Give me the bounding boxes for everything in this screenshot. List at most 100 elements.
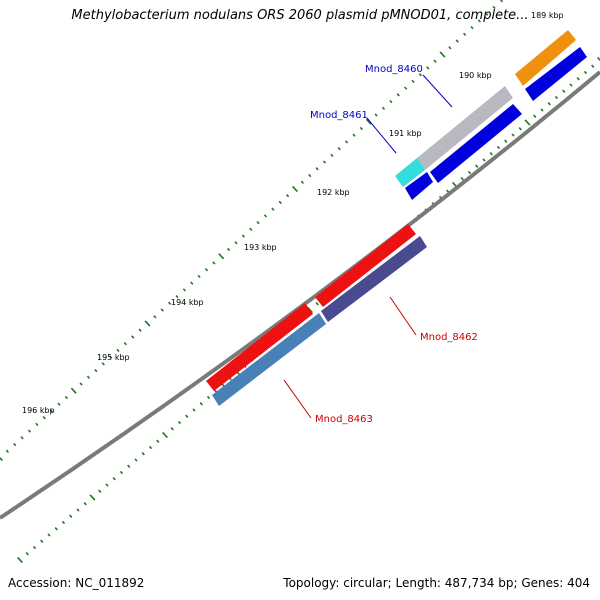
tick-mark xyxy=(554,95,559,100)
tick-mark xyxy=(175,294,179,299)
tick-mark xyxy=(482,158,486,162)
tick-mark xyxy=(591,64,595,68)
tick-mark xyxy=(308,173,312,178)
tick-mark xyxy=(576,77,580,81)
tick-mark xyxy=(162,431,168,439)
tick-mark xyxy=(192,408,196,412)
tick-mark xyxy=(50,409,54,413)
tick-label-190: 190 kbp xyxy=(459,71,492,80)
tick-mark xyxy=(32,545,37,550)
tick-mark xyxy=(134,458,138,462)
tick-label-196: 196 kbp xyxy=(22,406,55,415)
tick-mark xyxy=(27,429,32,433)
topology-summary: Topology: circular; Length: 487,734 bp; … xyxy=(283,576,590,590)
tick-mark xyxy=(70,387,77,394)
tick-mark xyxy=(597,56,600,62)
tick-mark xyxy=(533,114,537,118)
tick-mark xyxy=(439,51,446,58)
tick-mark xyxy=(190,281,194,285)
feature-navy-grey[interactable] xyxy=(321,236,427,322)
tick-mark xyxy=(496,145,501,150)
tick-mark xyxy=(69,514,73,518)
feature-cyan[interactable] xyxy=(395,158,425,187)
gene-label-mnod-8461[interactable]: Mnod_8461 xyxy=(310,110,368,121)
tick-label-195: 195 kbp xyxy=(97,353,130,362)
feature-grey-upper[interactable] xyxy=(417,86,513,170)
tick-mark xyxy=(499,0,504,3)
tick-mark xyxy=(365,118,372,125)
tick-mark xyxy=(86,375,91,379)
tick-mark xyxy=(315,167,319,171)
tick-mark xyxy=(35,422,39,427)
tick-mark xyxy=(40,539,44,543)
tick-mark xyxy=(197,274,201,279)
tick-mark xyxy=(127,464,131,468)
tick-mark xyxy=(54,527,58,531)
tick-mark xyxy=(467,170,472,175)
tick-mark xyxy=(109,355,113,359)
tick-mark xyxy=(182,288,186,292)
tick-mark xyxy=(119,470,124,475)
tick-mark xyxy=(485,12,489,16)
tick-mark xyxy=(5,449,9,453)
feature-blue-right[interactable] xyxy=(525,47,587,101)
tick-mark xyxy=(13,442,17,447)
tick-mark xyxy=(489,152,493,156)
tick-mark xyxy=(569,83,573,87)
tick-mark xyxy=(524,119,531,126)
tick-mark xyxy=(426,66,430,70)
accession-text: Accession: NC_011892 xyxy=(8,576,145,590)
tick-mark xyxy=(199,402,203,406)
tick-mark xyxy=(98,489,102,493)
tick-mark xyxy=(504,139,508,143)
tick-label-193: 193 kbp xyxy=(244,243,277,252)
leader-mnod-8463 xyxy=(283,379,312,419)
tick-mark xyxy=(477,19,481,23)
tick-mark xyxy=(337,146,341,151)
tick-label-191: 191 kbp xyxy=(389,129,422,138)
tick-mark xyxy=(89,494,96,501)
tick-mark xyxy=(292,185,298,193)
feature-blue-small[interactable] xyxy=(405,172,433,200)
tick-mark xyxy=(20,436,24,440)
tick-mark xyxy=(116,348,120,353)
feature-red-upper[interactable] xyxy=(315,224,416,307)
tick-mark xyxy=(359,126,363,131)
tick-mark xyxy=(286,194,290,198)
leader-mnod-8461 xyxy=(366,117,397,154)
tick-mark xyxy=(460,177,464,181)
tick-mark xyxy=(17,556,23,564)
tick-mark xyxy=(475,164,479,168)
tick-mark xyxy=(76,508,80,512)
tick-mark xyxy=(511,133,515,137)
tick-mark xyxy=(271,207,275,211)
feature-blue-long[interactable] xyxy=(430,104,522,183)
tick-mark xyxy=(101,362,105,366)
tick-mark xyxy=(94,368,98,373)
gene-label-mnod-8462[interactable]: Mnod_8462 xyxy=(420,332,478,343)
backbone-arc xyxy=(0,70,600,520)
tick-label-189: 189 kbp xyxy=(531,11,564,20)
tick-mark xyxy=(153,315,157,319)
tick-mark xyxy=(396,93,400,97)
feature-steelblue[interactable] xyxy=(212,313,326,406)
tick-mark xyxy=(315,302,319,306)
tick-mark xyxy=(156,439,160,443)
tick-mark xyxy=(389,99,393,104)
feature-orange[interactable] xyxy=(515,30,576,86)
tick-mark xyxy=(144,320,151,327)
tick-mark xyxy=(170,427,174,431)
gene-label-mnod-8460[interactable]: Mnod_8460 xyxy=(365,64,423,75)
map-title: Methylobacterium nodulans ORS 2060 plasm… xyxy=(71,8,529,23)
feature-red-lower[interactable] xyxy=(206,303,313,391)
gene-label-mnod-8463[interactable]: Mnod_8463 xyxy=(315,414,373,425)
tick-mark xyxy=(131,335,135,339)
tick-mark xyxy=(330,153,334,158)
tick-mark xyxy=(381,106,386,110)
tick-label-194: 194 kbp xyxy=(171,298,204,307)
tick-label-192: 192 kbp xyxy=(317,188,350,197)
tick-mark xyxy=(463,32,467,36)
tick-mark xyxy=(583,70,588,75)
tick-mark xyxy=(148,445,153,450)
outer-tick-track xyxy=(0,0,504,462)
